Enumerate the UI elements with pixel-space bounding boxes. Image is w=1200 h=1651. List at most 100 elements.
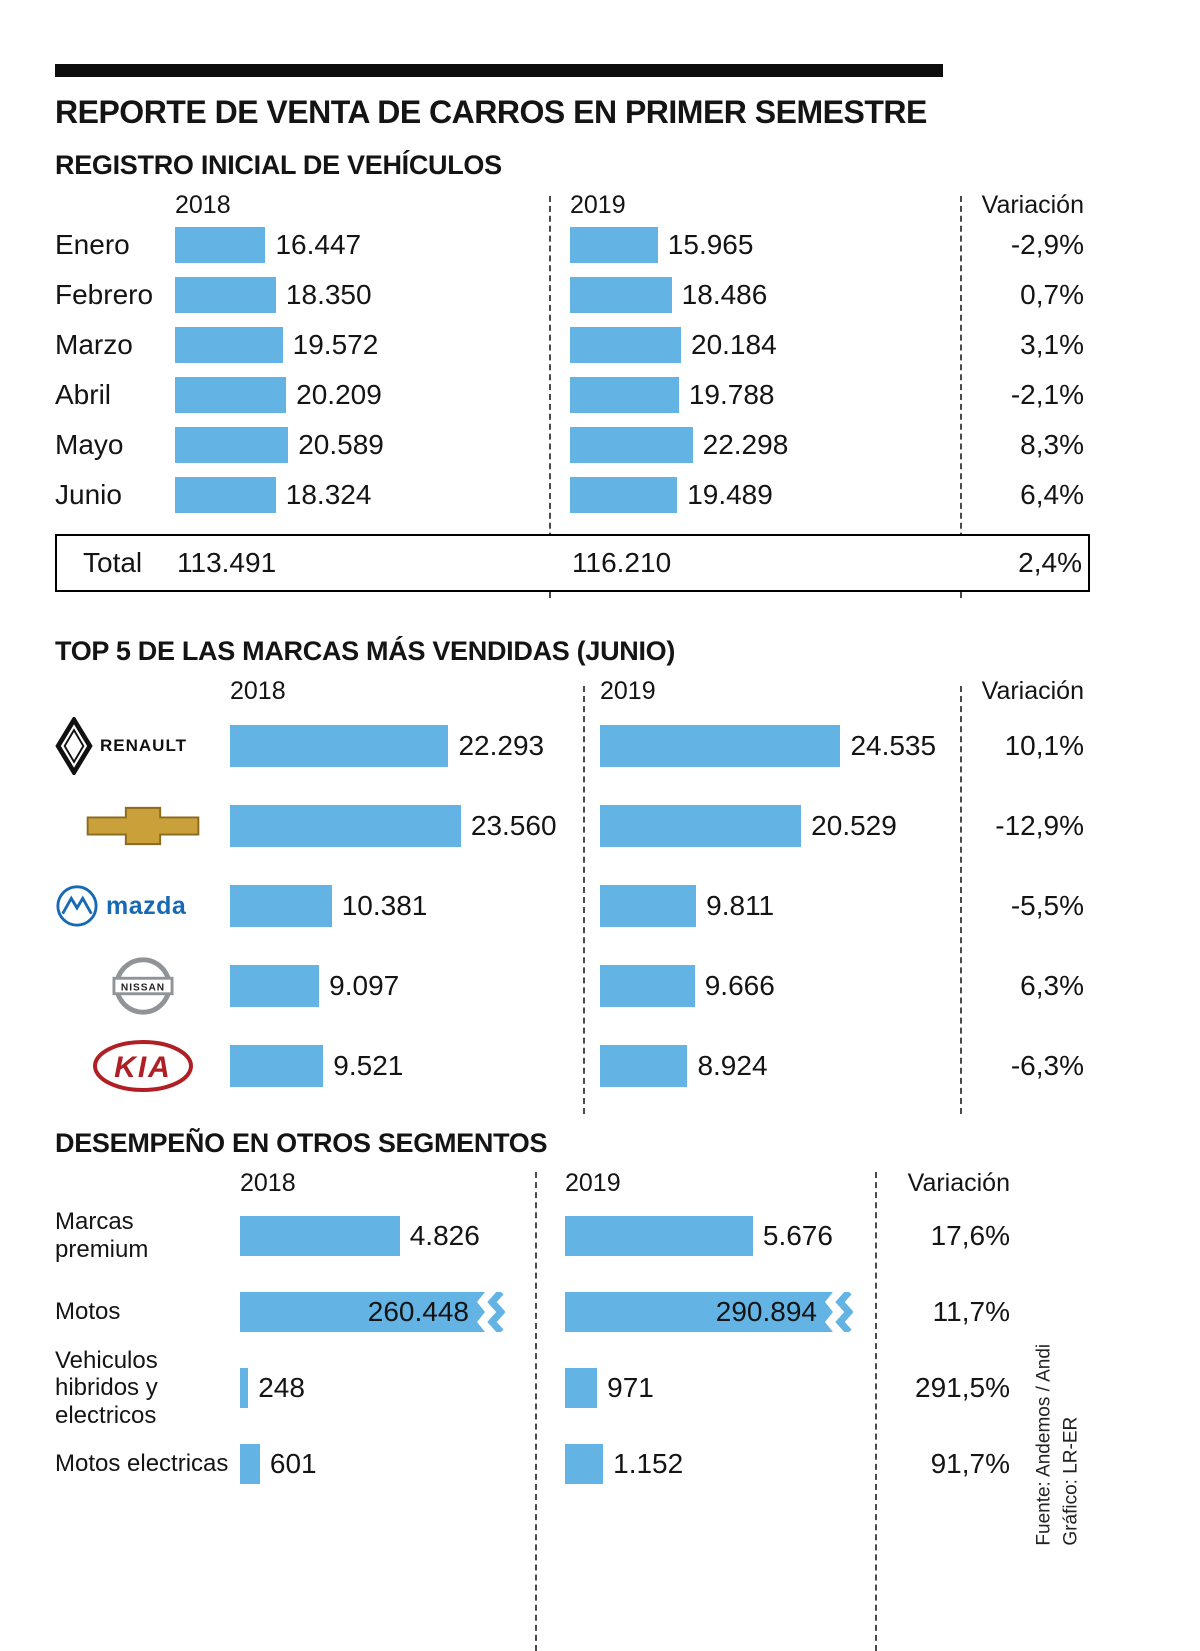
value-2018: 19.572 <box>292 329 379 360</box>
value-2019: 9.811 <box>706 890 775 921</box>
value-2019: 1.152 <box>613 1448 684 1479</box>
variation-value: -2,1% <box>1010 379 1084 410</box>
renault-logo: RENAULT <box>55 717 230 775</box>
col-2018: 260.448 <box>240 1292 565 1332</box>
variation-value: 91,7% <box>930 1448 1010 1479</box>
value-2019: 19.489 <box>687 479 773 510</box>
bar-2019 <box>600 805 802 847</box>
nissan-logo: NISSAN <box>55 955 230 1017</box>
col-2019: 290.894 <box>565 1292 905 1332</box>
value-2018: 20.589 <box>298 429 384 460</box>
value-2019: 290.894 <box>715 1296 817 1327</box>
col-2018: 4.826 <box>240 1216 565 1256</box>
total-2018: 113.491 <box>177 547 277 578</box>
col-2019: 8.924 <box>600 1045 960 1087</box>
table-row: Mayo 20.589 22.298 8,3% <box>55 420 1090 470</box>
variation-value: 10,1% <box>1004 730 1084 761</box>
chevrolet-logo <box>55 805 230 847</box>
value-2019: 18.486 <box>681 279 768 310</box>
value-2018: 22.293 <box>458 730 545 761</box>
header-variacion: Variación <box>907 1169 1010 1197</box>
col-2019: 20.184 <box>570 327 965 363</box>
section-top5-marcas: TOP 5 DE LAS MARCAS MÁS VENDIDAS (JUNIO)… <box>55 636 1090 1114</box>
bar-2019 <box>600 1045 688 1087</box>
col-2019: 24.535 <box>600 725 960 767</box>
segment-label: Motos <box>55 1298 121 1326</box>
brand-row-nissan: NISSAN 9.097 9.666 6,3% <box>55 946 1090 1026</box>
col-2018: 10.381 <box>230 885 600 927</box>
variation-value: 17,6% <box>930 1220 1010 1251</box>
month-label: Febrero <box>55 279 154 310</box>
variation-value: 6,3% <box>1020 970 1084 1001</box>
value-2018: 4.826 <box>409 1220 480 1251</box>
col-2019: 971 <box>565 1368 905 1408</box>
bar-2018 <box>175 277 276 313</box>
brand-row-mazda: mazda 10.381 9.811 -5,5% <box>55 866 1090 946</box>
col-2018: 22.293 <box>230 725 600 767</box>
brand-row-chevrolet: 23.560 20.529 -12,9% <box>55 786 1090 866</box>
column-headers: 2018 2019 Variación <box>55 191 1090 220</box>
source-line-1: Fuente: Andemos / Andi <box>1033 1343 1055 1546</box>
col-2018: 9.521 <box>230 1045 600 1087</box>
table-row: Marzo 19.572 20.184 3,1% <box>55 320 1090 370</box>
col-2018: 18.350 <box>175 277 570 313</box>
total-2019: 116.210 <box>572 547 672 578</box>
table-row: Febrero 18.350 18.486 0,7% <box>55 270 1090 320</box>
bar-2019 <box>565 1216 753 1256</box>
mazda-emblem-icon <box>56 885 98 927</box>
bar-2018-broken: 260.448 <box>240 1292 485 1332</box>
bar-2019 <box>600 725 841 767</box>
bar-2019 <box>570 377 679 413</box>
segment-row: Marcas premium 4.826 5.676 17,6% <box>55 1198 1090 1274</box>
chevrolet-bowtie-icon <box>86 806 199 846</box>
bar-2019 <box>600 965 695 1007</box>
bar-2018 <box>230 725 449 767</box>
col-2019: 19.489 <box>570 477 965 513</box>
bar-2019 <box>570 277 672 313</box>
segment-label: Motos electricas <box>55 1450 229 1478</box>
nissan-wordmark: NISSAN <box>120 982 164 993</box>
value-2018: 16.447 <box>275 229 362 260</box>
bar-2018 <box>175 227 266 263</box>
segment-label: Marcas premium <box>55 1208 149 1263</box>
column-headers: 2018 2019 Variación <box>55 1169 1090 1198</box>
header-2018: 2018 <box>240 1169 296 1197</box>
col-2019: 9.811 <box>600 885 960 927</box>
bar-2018 <box>230 1045 324 1087</box>
col-2018: 20.209 <box>175 377 570 413</box>
bar-2019 <box>600 885 697 927</box>
col-2018: 23.560 <box>230 805 600 847</box>
header-2018: 2018 <box>175 191 231 219</box>
col-2018: 248 <box>240 1368 565 1408</box>
bar-2019 <box>570 327 681 363</box>
column-headers: 2018 2019 Variación <box>55 677 1090 706</box>
brand-row-kia: KIA 9.521 8.924 -6,3% <box>55 1026 1090 1106</box>
header-variacion: Variación <box>981 191 1084 219</box>
value-2019: 8.924 <box>697 1050 768 1081</box>
col-2019: 20.529 <box>600 805 960 847</box>
renault-diamond-icon <box>55 717 93 775</box>
bar-2018 <box>175 477 276 513</box>
month-label: Enero <box>55 229 130 260</box>
kia-badge-icon: KIA <box>92 1040 193 1092</box>
source-line-2: Gráfico: LR-ER <box>1060 1416 1081 1546</box>
value-2019: 15.965 <box>667 229 754 260</box>
segment-label: Vehiculos hibridos y electricos <box>55 1346 158 1429</box>
bar-2019 <box>570 227 658 263</box>
section-heading: DESEMPEÑO EN OTROS SEGMENTOS <box>55 1128 548 1158</box>
mazda-wordmark: mazda <box>106 891 187 920</box>
table-row: Junio 18.324 19.489 6,4% <box>55 470 1090 520</box>
value-2019: 9.666 <box>704 970 775 1001</box>
col-2019: 5.676 <box>565 1216 905 1256</box>
segment-row-motos: Motos 260.448 290.894 11,7% <box>55 1274 1090 1350</box>
bar-2018 <box>230 965 320 1007</box>
bar-2018 <box>175 427 289 463</box>
top-rule <box>55 64 943 77</box>
bar-2018 <box>230 885 332 927</box>
value-2019: 20.529 <box>811 810 897 841</box>
nissan-badge-icon: NISSAN <box>111 957 174 1015</box>
mazda-logo: mazda <box>55 884 230 928</box>
value-2019: 971 <box>607 1372 654 1403</box>
variation-value: -5,5% <box>1010 890 1084 921</box>
